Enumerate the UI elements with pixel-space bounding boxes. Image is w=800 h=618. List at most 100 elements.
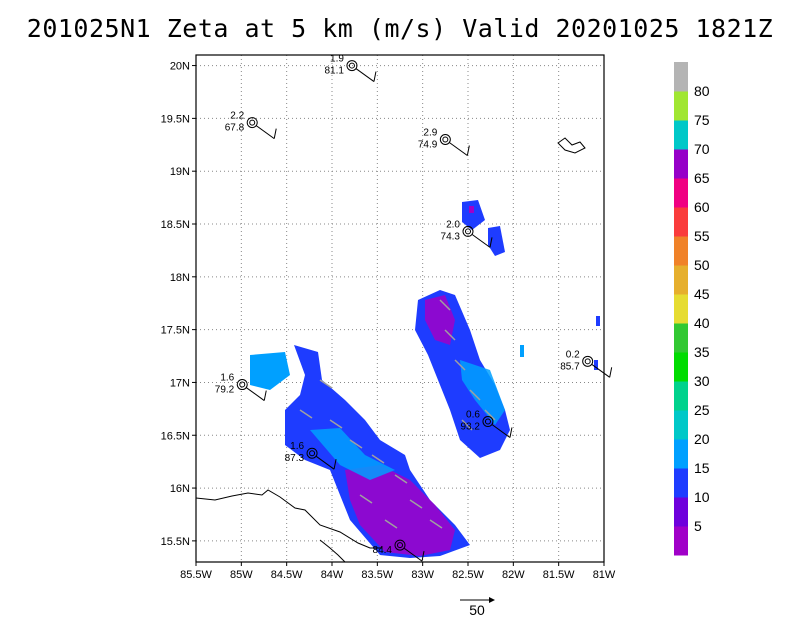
station-value-bottom: 67.8 [225,123,245,134]
x-tick-label: 81.5W [543,569,575,581]
wind-barb-flag [273,128,277,139]
station-ring-inner [309,450,316,457]
station-ring [582,355,594,367]
y-tick-label: 20N [170,61,190,73]
swath-main-cyan2 [310,428,395,480]
station-markers: 1.981.12.267.8 2.974.92.074.31.679.20.285… [215,54,613,562]
patch-north3 [469,206,474,213]
station-value-top: 2.9 [423,128,437,139]
colorbar-swatch [674,207,688,237]
colorbar-label: 75 [694,112,710,128]
x-tick-label: 83.5W [361,569,393,581]
colorbar-label: 5 [694,518,702,534]
colorbar-label: 40 [694,315,710,331]
colorbar-label: 25 [694,402,710,418]
x-tick-label: 82W [502,569,525,581]
data-field [250,200,600,558]
colorbar-swatch [674,526,688,556]
colorbar-swatch [674,497,688,527]
y-tick-label: 17N [170,377,190,389]
station-value-bottom: 87.3 [285,453,305,464]
colorbar-label: 30 [694,373,710,389]
station-value-bottom: 84.4 [373,545,393,556]
station-value-bottom: 74.9 [418,140,438,151]
x-axis: 85.5W 85W 84.5W 84W 83.5W 83W 82.5W 82W 81.5W 81W [180,562,616,581]
station-ring [236,379,248,391]
wind-barb [403,547,423,562]
station-ring-inner [442,136,449,143]
colorbar-label: 15 [694,460,710,476]
station-value-top: 0.2 [566,349,580,360]
swath-main-core [345,465,455,556]
wind-barb-flag [489,237,493,248]
x-tick-label: 83W [411,569,434,581]
colorbar-swatch [674,352,688,382]
y-tick-label: 17.5N [161,325,190,337]
station-ring-inner [239,381,246,388]
station-ring-inner [249,119,256,126]
colorbar-label: 65 [694,170,710,186]
wind-barb [245,387,265,401]
colorbar-label: 20 [694,431,710,447]
station-ring [439,134,451,145]
colorbar-swatch [674,294,688,324]
patch-north2 [488,226,505,256]
colorbar-swatch [674,381,688,411]
colorbar-label: 35 [694,344,710,360]
wind-barb-flag [509,427,513,438]
colorbar-swatch [674,91,688,121]
colorbar-label: 50 [694,257,710,273]
y-tick-label: 18.5N [161,219,190,231]
wind-barb [449,142,468,156]
station-value-bottom: 93.2 [460,422,480,433]
coastline [196,137,586,562]
wind-barb [491,424,511,438]
station-ring [394,539,406,551]
colorbar-swatch [674,468,688,498]
y-axis: 15.5N 16N 16.5N 17N 17.5N 18N 18.5N 19N 19.5N 20N [161,61,196,548]
wind-barb-flag [421,551,425,562]
colorbar-swatch [674,265,688,295]
station-ring-inner [584,358,591,365]
wind-barb-flag [609,367,613,378]
wind-barb-flag [373,71,377,82]
station-value-bottom: 74.3 [441,231,461,242]
station-ring [346,60,358,72]
patch-small3 [594,360,598,370]
wind-barb [591,363,610,378]
patch-small1 [520,345,524,357]
station-value-top: 0.6 [466,410,480,421]
y-tick-label: 16N [170,483,190,495]
station-ring [482,416,494,428]
station-value-top: 2.2 [230,111,244,122]
x-tick-label: 85.5W [180,569,212,581]
station-value-top: 2.0 [446,219,460,230]
patch-north1 [462,200,485,230]
station-ring [246,117,258,129]
colorbar: 5 10 15 20 25 30 35 40 45 50 55 60 65 70 75 80 [674,62,710,556]
vector-scale: 50 [460,597,495,618]
wind-barb [315,455,335,470]
station-ring-inner [465,228,471,235]
colorbar-label: 55 [694,228,710,244]
station-value-top: 1.6 [290,441,304,452]
wind-barb [471,233,491,248]
chart-title: 201025N1 Zeta at 5 km (m/s) Valid 202010… [26,14,774,43]
colorbar-swatch [674,323,688,353]
y-tick-label: 19.5N [161,113,190,125]
colorbar-swatch [674,236,688,266]
colorbar-label: 80 [694,83,710,99]
colorbar-swatch [674,149,688,179]
wind-barb-flag [466,145,470,156]
y-tick-label: 15.5N [161,536,190,548]
station-value-bottom: 85.7 [560,361,580,372]
colorbar-swatch [674,410,688,440]
plot-frame [195,54,605,563]
station-ring-inner [397,542,403,549]
patch-small2 [596,316,600,326]
y-tick-label: 18N [170,272,190,284]
station-value-top: 1.6 [220,373,234,384]
y-tick-label: 16.5N [161,430,190,442]
station-value-bottom: 81.1 [324,66,344,77]
